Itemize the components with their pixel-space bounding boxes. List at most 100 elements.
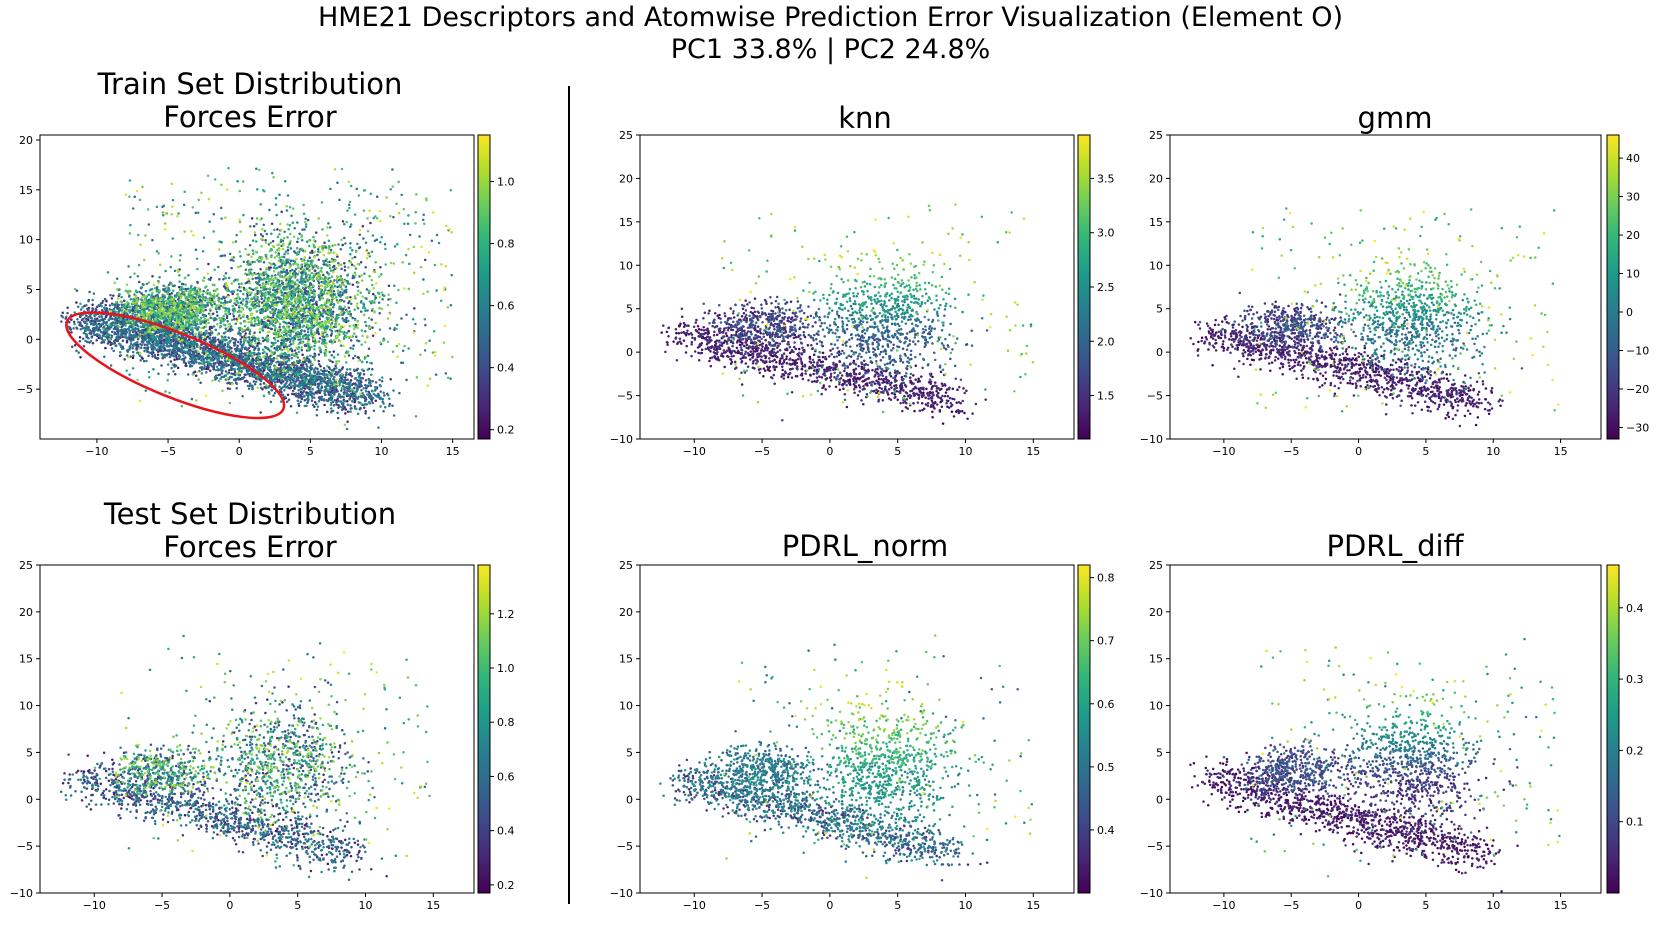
scatter-point [330, 375, 333, 378]
scatter-point [338, 368, 341, 372]
scatter-point [357, 395, 360, 399]
scatter-point [251, 363, 254, 367]
scatter-point [283, 395, 287, 399]
scatter-point [286, 337, 289, 340]
scatter-point [220, 297, 224, 301]
scatter-point [297, 404, 301, 407]
scatter-point [85, 319, 88, 323]
scatter-point [120, 347, 124, 351]
scatter-point [295, 367, 299, 370]
scatter-point [208, 363, 211, 367]
scatter-point [350, 302, 353, 305]
scatter-point [192, 342, 196, 346]
scatter-point [131, 328, 134, 332]
scatter-point [118, 288, 121, 291]
scatter-point [316, 376, 320, 380]
scatter-point [230, 365, 233, 369]
scatter-point [212, 362, 215, 365]
scatter-point [364, 379, 368, 382]
scatter-point [318, 337, 322, 340]
scatter-point [311, 388, 314, 391]
scatter-point [377, 301, 381, 304]
scatter-point [164, 290, 167, 293]
scatter-point [75, 326, 78, 329]
scatter-point [210, 326, 214, 330]
scatter-point [278, 325, 281, 329]
scatter-point [231, 359, 235, 362]
scatter-point [213, 354, 216, 357]
scatter-point [246, 380, 249, 383]
scatter-point [108, 333, 111, 336]
scatter-point [226, 300, 229, 304]
pdrl-diff-panel-title: PDRL_diff [1326, 529, 1464, 563]
scatter-point [350, 407, 353, 410]
pdrl-norm-panel-title: PDRL_norm [781, 529, 949, 563]
scatter-point [208, 333, 212, 337]
scatter-point [160, 346, 163, 350]
scatter-point [352, 368, 356, 371]
scatter-point [194, 248, 198, 252]
scatter-point [129, 339, 133, 343]
scatter-point [261, 372, 265, 376]
scatter-point [254, 358, 257, 362]
scatter-point [251, 239, 255, 242]
scatter-point [287, 321, 291, 325]
scatter-point [348, 387, 352, 390]
scatter-point [310, 367, 314, 370]
scatter-point [158, 275, 161, 279]
scatter-point [209, 338, 212, 341]
scatter-point [326, 376, 329, 379]
scatter-point [327, 381, 331, 385]
scatter-point [165, 340, 168, 344]
scatter-point [332, 356, 336, 359]
scatter-point [315, 303, 319, 307]
scatter-point [317, 353, 321, 356]
scatter-point [150, 345, 153, 349]
scatter-point [291, 363, 295, 366]
scatter-point [253, 233, 257, 237]
scatter-point [326, 410, 329, 414]
scatter-point [219, 377, 222, 380]
scatter-point [284, 357, 288, 360]
scatter-point [253, 348, 256, 352]
scatter-point [85, 304, 88, 307]
scatter-point [127, 327, 131, 330]
scatter-point [388, 327, 392, 330]
scatter-point [303, 398, 307, 402]
scatter-point [97, 336, 100, 340]
scatter-point [271, 288, 275, 292]
scatter-point [112, 327, 116, 331]
scatter-point [322, 335, 326, 339]
scatter-point [367, 401, 371, 404]
scatter-point [225, 316, 229, 320]
scatter-point [388, 397, 391, 401]
scatter-point [198, 362, 202, 365]
scatter-point [134, 334, 138, 337]
scatter-point [303, 343, 307, 347]
scatter-point [310, 394, 314, 398]
scatter-point [316, 373, 319, 376]
scatter-point [317, 384, 320, 388]
scatter-point [129, 325, 132, 328]
scatter-point [428, 339, 431, 343]
scatter-point [159, 349, 162, 353]
scatter-point [313, 344, 316, 348]
scatter-point [179, 336, 183, 340]
scatter-point [240, 370, 243, 373]
scatter-point [150, 343, 153, 346]
scatter-point [290, 290, 293, 293]
scatter-point [308, 372, 312, 375]
scatter-point [288, 329, 291, 333]
scatter-point [273, 379, 276, 383]
scatter-point [306, 218, 310, 222]
scatter-point [369, 221, 372, 225]
scatter-point [175, 350, 179, 354]
scatter-point [222, 295, 225, 299]
scatter-point [223, 359, 227, 363]
scatter-point [339, 400, 343, 403]
scatter-point [317, 332, 321, 336]
scatter-point [329, 393, 332, 396]
scatter-point [246, 340, 249, 343]
scatter-point [251, 277, 254, 281]
scatter-point [309, 251, 312, 254]
